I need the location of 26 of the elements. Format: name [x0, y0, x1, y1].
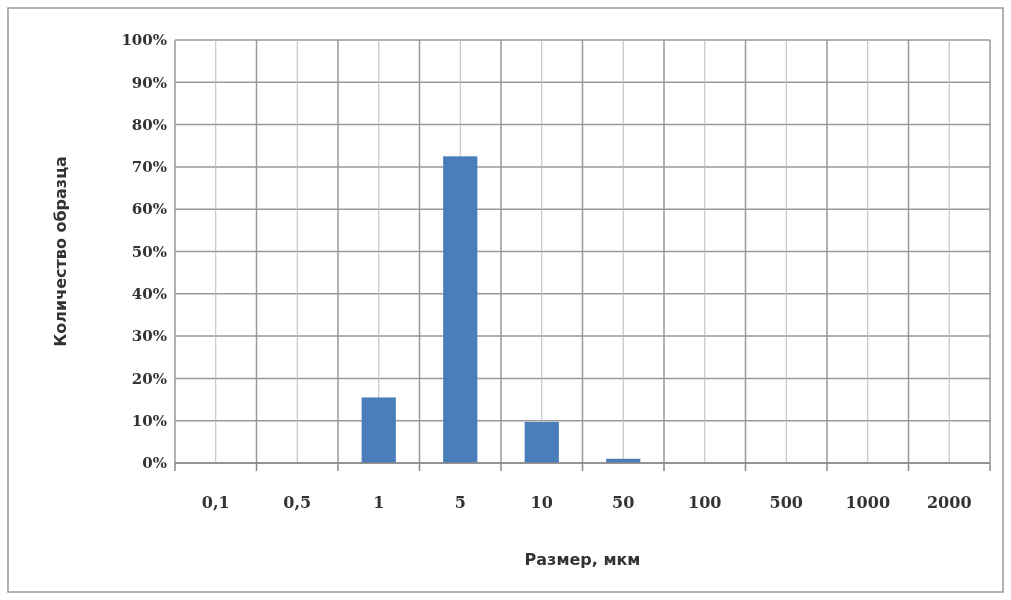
y-tick-label: 60% [131, 200, 167, 219]
y-tick-label: 70% [131, 158, 167, 177]
x-tick-label: 1 [373, 493, 385, 512]
bar [361, 397, 396, 463]
x-tick-label: 2000 [926, 493, 972, 512]
bar [524, 421, 559, 463]
x-tick-label: 10 [530, 493, 553, 512]
bar [443, 156, 478, 463]
x-axis-title: Размер, мкм [524, 550, 641, 569]
x-tick-label: 1000 [845, 493, 891, 512]
y-tick-label: 40% [131, 285, 167, 304]
y-tick-label: 50% [131, 242, 167, 261]
y-tick-label: 100% [121, 31, 167, 50]
x-tick-label: 100 [688, 493, 722, 512]
y-tick-label: 10% [131, 411, 167, 430]
x-tick-label: 500 [769, 493, 803, 512]
y-tick-label: 20% [131, 369, 167, 388]
x-tick-label: 0,5 [283, 493, 312, 512]
y-tick-label: 0% [142, 454, 167, 473]
x-tick-label: 0,1 [201, 493, 230, 512]
y-tick-label: 30% [131, 327, 167, 346]
y-tick-label: 80% [131, 115, 167, 134]
y-tick-label: 90% [131, 73, 167, 92]
x-tick-label: 5 [454, 493, 466, 512]
y-axis-title: Количество образца [51, 156, 70, 347]
x-tick-label: 50 [612, 493, 635, 512]
